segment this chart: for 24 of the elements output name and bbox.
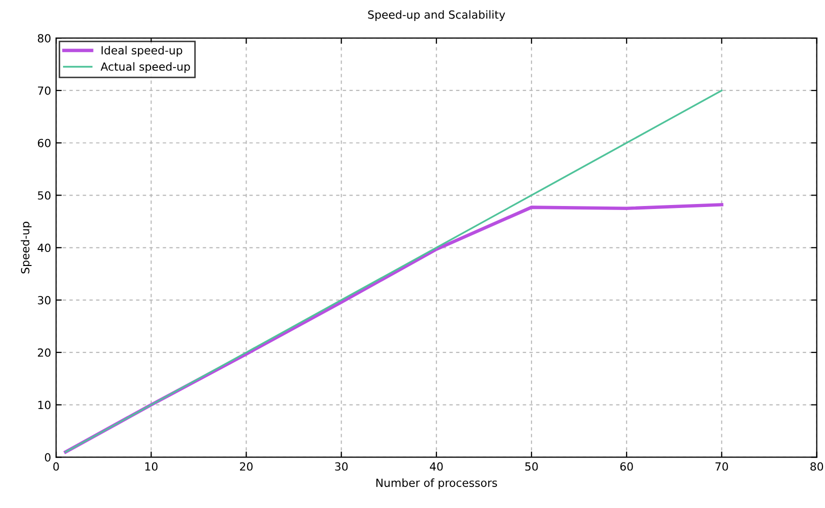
x-tick-label: 0 — [53, 462, 59, 471]
y-tick-label: 10 — [38, 400, 50, 410]
chart-title: Speed-up and Scalability — [368, 10, 506, 21]
y-tick-label: 80 — [38, 34, 50, 42]
x-tick-label: 60 — [620, 462, 633, 471]
x-tick-label: 80 — [810, 462, 824, 471]
x-tick-label: 20 — [240, 462, 253, 471]
x-tick-label: 50 — [525, 462, 538, 471]
y-tick-label: 20 — [38, 348, 50, 357]
line-series — [64, 90, 723, 453]
y-tick-label: 40 — [38, 244, 50, 252]
legend-label: Ideal speed-up — [102, 46, 182, 57]
x-tick-label: 10 — [145, 462, 158, 471]
y-tick-label: 30 — [38, 296, 50, 304]
x-tick-label: 70 — [716, 462, 728, 471]
y-tick-label: 50 — [38, 191, 50, 200]
x-tick-label: 30 — [335, 462, 348, 471]
y-tick-label: 60 — [38, 138, 50, 148]
legend-label: Actual speed-up — [100, 62, 190, 73]
x-tick-label: 40 — [430, 462, 443, 471]
y-tick-label: 0 — [44, 453, 50, 462]
y-axis-title: Speed-up — [20, 222, 32, 274]
y-tick-label: 70 — [38, 86, 50, 95]
x-axis-title: Number of processors — [376, 478, 498, 490]
